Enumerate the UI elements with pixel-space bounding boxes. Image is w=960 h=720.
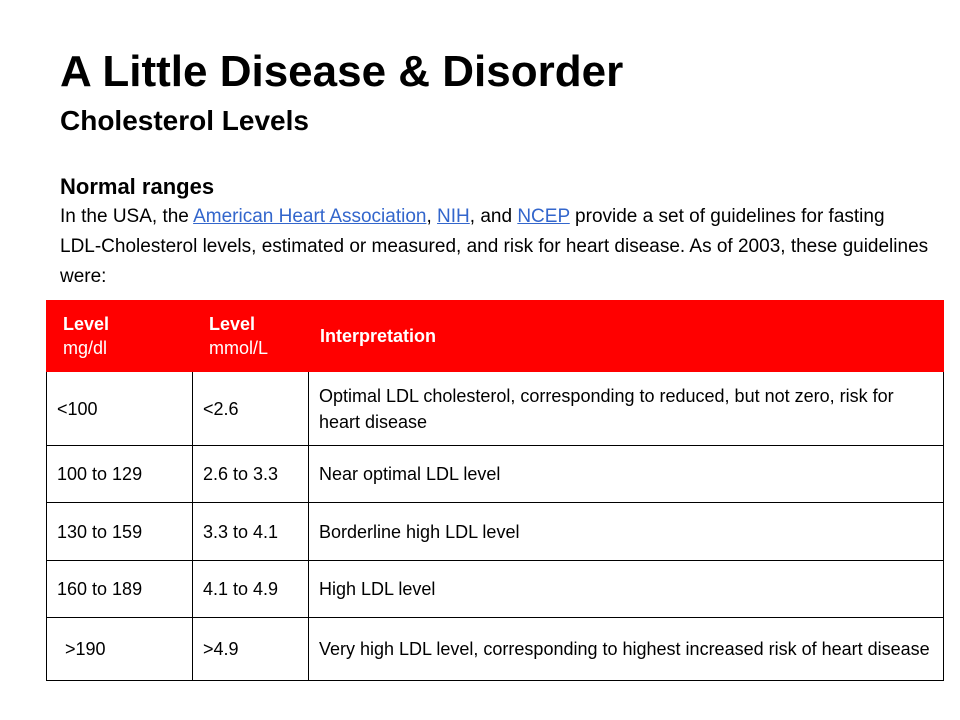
table-row: 100 to 129 2.6 to 3.3 Near optimal LDL l…: [46, 445, 944, 503]
cell-mmol: 2.6 to 3.3: [192, 445, 309, 503]
header-label: Level: [209, 314, 256, 334]
page-subtitle: Cholesterol Levels: [60, 105, 309, 136]
section-heading: Normal ranges: [60, 174, 215, 199]
header-unit: mg/dl: [63, 338, 108, 358]
header-level-mgdl: Level mg/dl: [46, 300, 193, 372]
cell-interpretation: Borderline high LDL level: [308, 502, 944, 561]
table-row: 130 to 159 3.3 to 4.1 Borderline high LD…: [46, 502, 944, 561]
cell-interpretation: Optimal LDL cholesterol, corresponding t…: [308, 371, 944, 446]
cell-interpretation: Very high LDL level, corresponding to hi…: [308, 617, 944, 681]
header-unit: mmol/L: [209, 338, 269, 358]
intro-suffix: provide a set of guidelines for fasting …: [60, 206, 929, 287]
intro-separator: , and: [469, 206, 518, 227]
header-level-mmol: Level mmol/L: [192, 300, 309, 372]
intro-paragraph: In the USA, the American Heart Associati…: [60, 202, 930, 292]
table-row: >190 >4.9 Very high LDL level, correspon…: [46, 617, 944, 681]
cell-interpretation: Near optimal LDL level: [308, 445, 944, 503]
table-row: <100 <2.6 Optimal LDL cholesterol, corre…: [46, 371, 944, 446]
cholesterol-guidelines-table: Level mg/dl Level mmol/L Interpretation …: [46, 300, 944, 681]
link-ncep[interactable]: NCEP: [517, 206, 570, 227]
cell-mgdl: 160 to 189: [46, 560, 193, 618]
header-interpretation: Interpretation: [308, 300, 944, 372]
header-label: Level: [63, 314, 110, 334]
intro-prefix: In the USA, the: [60, 206, 194, 227]
cell-mgdl: <100: [46, 371, 193, 446]
cell-mmol: 4.1 to 4.9: [192, 560, 309, 618]
header-label: Interpretation: [320, 326, 437, 346]
intro-separator: ,: [426, 206, 438, 227]
cell-mgdl: 100 to 129: [46, 445, 193, 503]
cell-mgdl: 130 to 159: [46, 502, 193, 561]
cell-mgdl: >190: [46, 617, 193, 681]
table-row: 160 to 189 4.1 to 4.9 High LDL level: [46, 560, 944, 618]
link-nih[interactable]: NIH: [437, 206, 470, 227]
cell-mmol: 3.3 to 4.1: [192, 502, 309, 561]
cell-interpretation: High LDL level: [308, 560, 944, 618]
cell-mmol: <2.6: [192, 371, 309, 446]
cell-mmol: >4.9: [192, 617, 309, 681]
table-header-row: Level mg/dl Level mmol/L Interpretation: [46, 300, 944, 372]
link-american-heart-association[interactable]: American Heart Association: [193, 206, 427, 227]
page-title: A Little Disease & Disorder: [60, 47, 624, 96]
